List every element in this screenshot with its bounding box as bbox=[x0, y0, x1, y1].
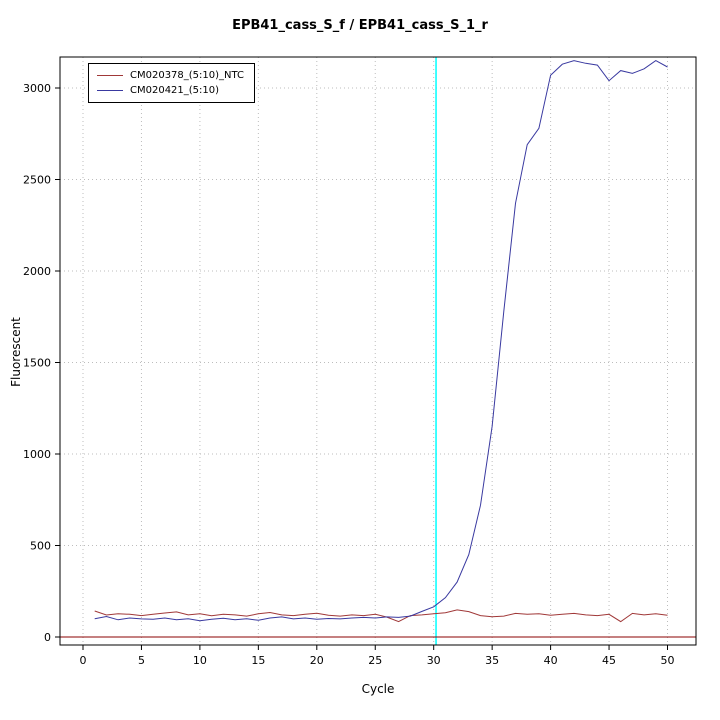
x-tick-label: 25 bbox=[368, 654, 382, 667]
legend-line-swatch-ntc bbox=[97, 75, 123, 76]
x-axis-label: Cycle bbox=[361, 682, 395, 696]
y-tick-label: 3000 bbox=[23, 82, 51, 95]
x-tick-label: 20 bbox=[310, 654, 324, 667]
y-tick-label: 500 bbox=[30, 540, 51, 553]
y-tick-label: 2500 bbox=[23, 174, 51, 187]
y-tick-label: 2000 bbox=[23, 265, 51, 278]
legend: CM020378_(5:10)_NTC CM020421_(5:10) bbox=[88, 63, 256, 103]
legend-item: CM020421_(5:10) bbox=[97, 83, 244, 98]
plot-border bbox=[59, 56, 697, 646]
legend-item: CM020378_(5:10)_NTC bbox=[97, 68, 244, 83]
legend-label: CM020421_(5:10) bbox=[130, 85, 220, 96]
chart-title: EPB41_cass_S_f / EPB41_cass_S_1_r bbox=[232, 18, 488, 33]
x-tick-label: 35 bbox=[485, 654, 499, 667]
y-tick-label: 0 bbox=[44, 631, 51, 644]
x-tick-label: 30 bbox=[427, 654, 441, 667]
x-tick-label: 15 bbox=[251, 654, 265, 667]
series-line-0 bbox=[94, 609, 668, 623]
x-tick-label: 40 bbox=[544, 654, 558, 667]
x-tick-label: 45 bbox=[602, 654, 616, 667]
y-tick-label: 1000 bbox=[23, 448, 51, 461]
x-tick-label: 0 bbox=[80, 654, 87, 667]
x-tick-label: 5 bbox=[138, 654, 145, 667]
legend-line-swatch-sample bbox=[97, 90, 123, 91]
y-tick-label: 1500 bbox=[23, 357, 51, 370]
legend-label: CM020378_(5:10)_NTC bbox=[130, 70, 245, 81]
series-line-1 bbox=[94, 60, 668, 622]
x-tick-label: 10 bbox=[193, 654, 207, 667]
x-tick-label: 50 bbox=[661, 654, 675, 667]
